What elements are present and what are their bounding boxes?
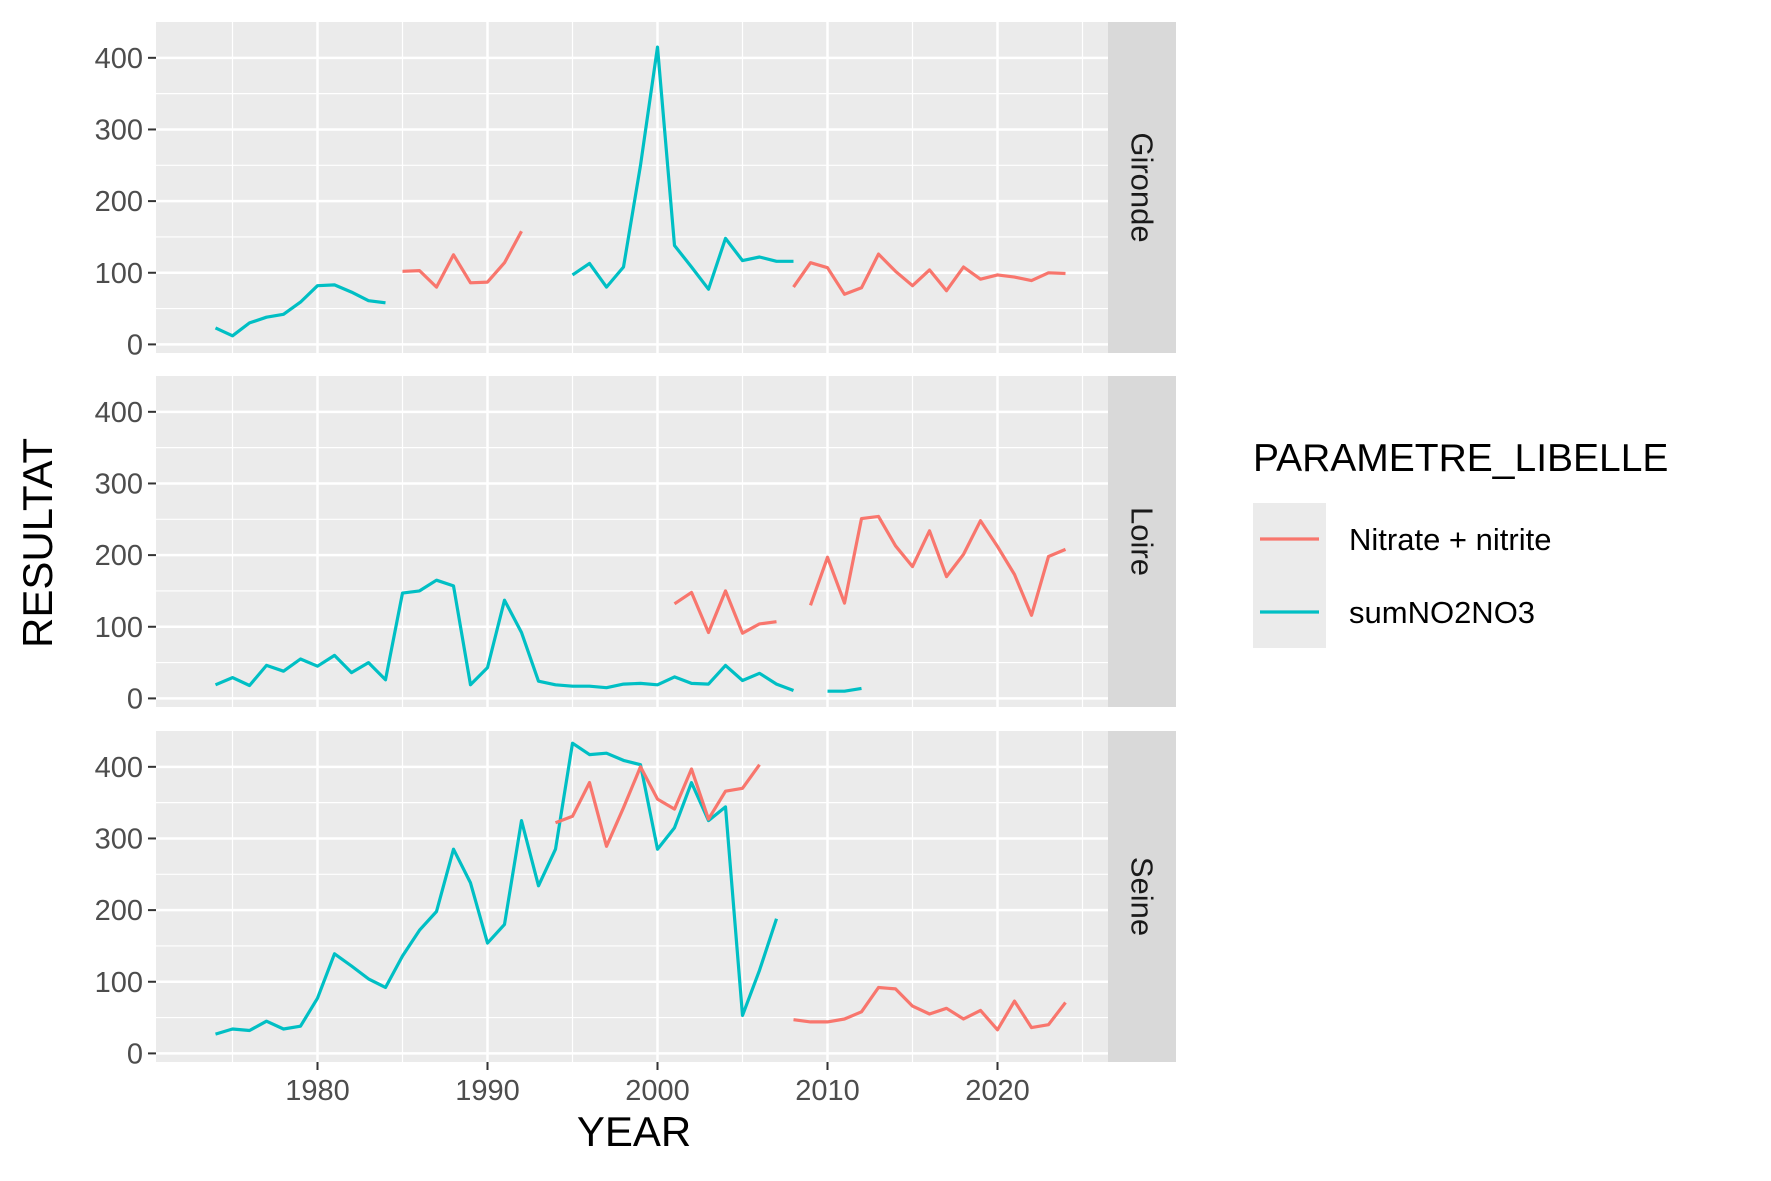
legend-label-nitrate-nitrite: Nitrate + nitrite [1349,522,1551,557]
legend-key-background [1253,503,1326,648]
y-tick-label: 300 [95,823,143,855]
y-tick-label: 100 [95,258,143,290]
panel-loire: 0 100 200 300 400 Loire [95,376,1176,715]
panels-layer: 0 100 200 300 400 Gironde 0 100 200 300 400 Loire 0 1… [95,22,1176,1070]
panel-gironde: 0 100 200 300 400 Gironde [95,22,1176,361]
x-axis-title: YEAR [577,1108,691,1155]
x-tick-label: 2020 [965,1075,1030,1107]
series-line-sumno2no3 [571,45,794,291]
y-tick-label: 0 [127,683,143,715]
y-tick-label: 100 [95,967,143,999]
legend: PARAMETRE_LIBELLE Nitrate + nitrite sumN… [1253,437,1668,648]
y-tick-label: 0 [127,1038,143,1070]
x-tick-label: 2000 [625,1075,690,1107]
panel-background [156,731,1108,1062]
x-tick-label: 2010 [795,1075,860,1107]
y-tick-label: 400 [95,397,143,429]
series-line-sumno2no3 [827,686,862,693]
y-tick-label: 400 [95,752,143,784]
y-tick-label: 200 [95,186,143,218]
panel-background [156,22,1108,353]
y-tick-label: 0 [127,329,143,361]
series-line-nitrate-nitrite [402,230,523,289]
facet-strip [1108,376,1176,707]
y-tick-label: 200 [95,540,143,572]
facet-label-gironde: Gironde [1125,132,1160,242]
series-line-nitrate-nitrite [673,589,777,635]
series-line-sumno2no3 [215,741,779,1036]
series-line-nitrate-nitrite [808,514,1067,617]
x-tick-label: 1990 [455,1075,520,1107]
panel-seine: 0 100 200 300 400 Seine [95,731,1176,1070]
x-tick-label: 1980 [285,1075,350,1107]
facet-strip [1108,731,1176,1062]
y-axis-title: RESULTAT [14,438,61,648]
legend-label-sumno2no3: sumNO2NO3 [1349,595,1535,630]
y-tick-label: 300 [95,114,143,146]
y-tick-label: 300 [95,468,143,500]
facet-label-loire: Loire [1125,507,1160,576]
series-line-sumno2no3 [214,578,795,692]
legend-title: PARAMETRE_LIBELLE [1253,437,1668,480]
series-line-nitrate-nitrite [554,763,761,848]
series-line-nitrate-nitrite [793,985,1067,1032]
facet-strip [1108,22,1176,353]
y-tick-label: 100 [95,612,143,644]
y-tick-label: 400 [95,43,143,75]
y-tick-label: 200 [95,895,143,927]
x-axis: 1980 1990 2000 2010 2020 [285,1062,1030,1107]
series-line-nitrate-nitrite [792,252,1066,296]
facet-label-seine: Seine [1125,857,1160,936]
panel-background [156,376,1108,707]
series-line-sumno2no3 [214,283,386,338]
